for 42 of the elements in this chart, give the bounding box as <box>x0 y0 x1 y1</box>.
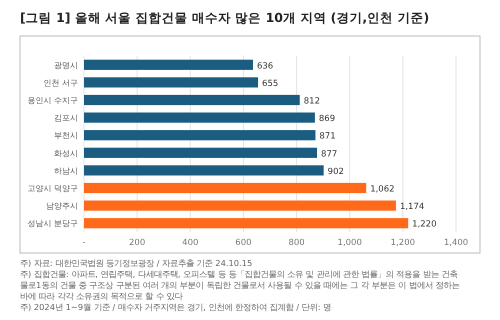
bar <box>84 218 408 228</box>
x-tick-label: - <box>82 238 86 248</box>
data-label: 902 <box>328 166 344 177</box>
y-tick-label: 광명시 <box>54 60 78 70</box>
y-tick-label: 용인시 수지구 <box>27 96 78 105</box>
y-tick-label: 하남시 <box>54 166 78 176</box>
x-tick-label: 1,000 <box>338 238 362 248</box>
data-label: 869 <box>318 114 336 124</box>
x-tick-label: 1,200 <box>390 238 416 248</box>
y-tick-label: 성남시 분당구 <box>27 219 78 228</box>
y-tick-label: 인천 서구 <box>43 78 78 88</box>
y-tick-label: 화성시 <box>54 148 78 158</box>
x-tick-label: 200 <box>129 238 146 248</box>
y-tick-label: 김포시 <box>54 114 78 123</box>
x-tick-label: 800 <box>288 238 305 248</box>
bar <box>84 182 366 194</box>
data-label: 1,062 <box>370 184 395 194</box>
bar <box>84 112 315 123</box>
x-tick-label: 400 <box>182 238 198 248</box>
bar <box>84 165 324 176</box>
data-label: 812 <box>304 96 320 106</box>
data-label: 655 <box>262 78 278 89</box>
y-tick-label: 남양주시 <box>46 202 78 211</box>
y-tick-label: 고양시 덕양구 <box>27 184 78 193</box>
bar <box>84 94 300 106</box>
data-label: 1,220 <box>412 220 437 230</box>
text: 주) 집합건물: 아파트, 연립주택, 다세대주택, 오피스텔 등 등「집합건물의 소유 및 관리에 관한 법률」의 적용을 받는 건축물로1동의 건물 중 구조상 구분된 여러 개의 부분이 독립한 건물로서 사용될 수 있을 때에는 그 각 부분은 이 법에서 정하는 바에 따라 각각 소유권의 목적으로 할 수 있다 <box>20 269 460 302</box>
chart-title: [그림 1] 올해 서울 집합건물 매수자 많은 10개 지역 (경기,인천 기준) <box>20 10 430 27</box>
bar <box>84 60 253 70</box>
x-tick-label: 600 <box>235 238 252 248</box>
bar <box>84 200 396 211</box>
y-tick-label: 부천시 <box>54 131 78 140</box>
data-label: 877 <box>321 149 338 160</box>
bar <box>84 130 316 140</box>
data-label: 636 <box>256 61 274 72</box>
data-label: 1,174 <box>400 202 424 212</box>
x-tick-label: 1,400 <box>444 238 468 248</box>
bar <box>84 77 258 88</box>
data-label: 871 <box>319 132 336 142</box>
bar <box>84 148 318 158</box>
text: 주) 2024년 1~9월 기준 / 매수자 거주지역은 경기, 인천에 한정하여 집계함 / 단위: 명 <box>20 302 332 313</box>
text: 주) 자료: 대한민국법원 등기정보광장 / 자료추출 기준 24.10.15 <box>20 258 254 269</box>
